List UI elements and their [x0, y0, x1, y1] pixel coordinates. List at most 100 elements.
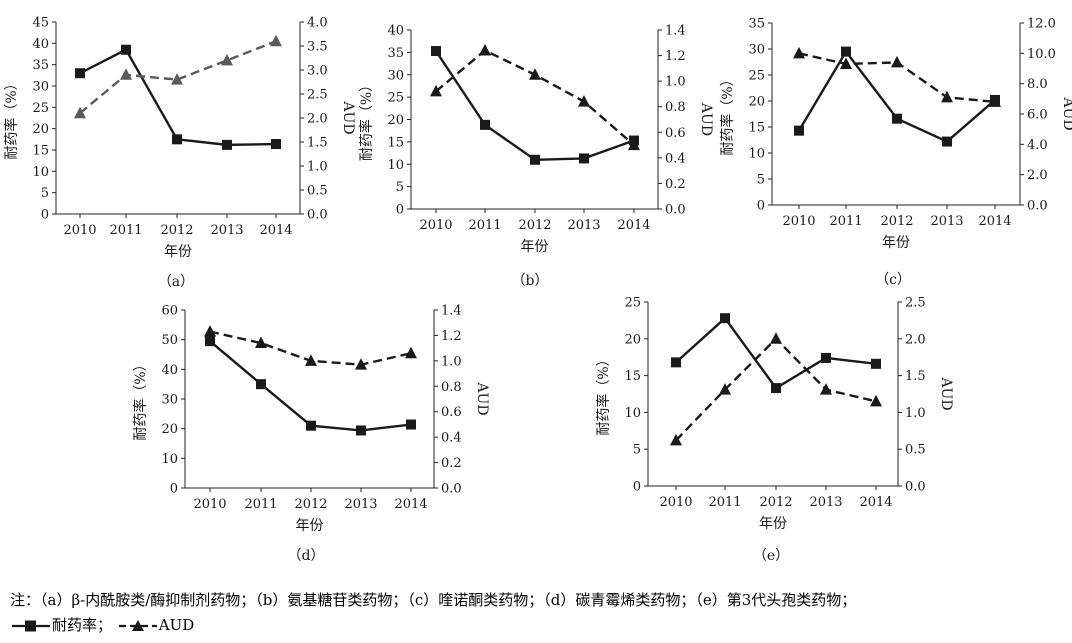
left-tick-label: 0: [633, 480, 641, 495]
x-tick-label: 2014: [259, 223, 292, 238]
right-tick-label: 0.0: [1027, 199, 1048, 214]
x-tick-label: 2014: [978, 214, 1011, 229]
x-axis-title: 年份: [882, 235, 910, 251]
x-tick-label: 2013: [210, 223, 243, 238]
figure-canvas: 0 5 10 15 20 25 30 35 40 45 0.0 0.5 1.0 1.5 2.0 2.5 3.0 3…: [3, 16, 1072, 565]
x-tick-label: 2011: [829, 214, 862, 229]
right-tick-label: 2.0: [1027, 168, 1048, 183]
aud-point: [74, 106, 86, 119]
resistance-point: [579, 153, 589, 164]
x-axis-title: 年份: [296, 518, 324, 534]
left-tick-label: 10: [161, 452, 178, 467]
right-tick-label: 1.5: [905, 369, 926, 384]
series-resistance-line: [79, 48, 277, 147]
left-tick-label: 15: [624, 369, 641, 384]
left-tick-label: 0: [170, 482, 178, 497]
resistance-point: [431, 46, 441, 57]
resistance-point: [720, 313, 730, 324]
note-item-a: （a）β-内酰胺类/酶抑制剂药物；: [40, 591, 256, 609]
aud-point: [578, 95, 590, 107]
left-tick-label: 5: [757, 173, 765, 188]
resistance-point: [942, 136, 952, 147]
x-tick-label: 2010: [63, 223, 96, 238]
panel-b: 0 5 10 15 20 25 30 35 40 0.0 0.2 0.4 0.6 0.8 1.0 1.2 1.4…: [358, 24, 714, 290]
left-tick-label: 10: [748, 147, 765, 162]
resistance-point: [256, 379, 266, 390]
right-axis-title: AUD: [1060, 96, 1072, 130]
right-axis-title: AUD: [698, 102, 714, 136]
series-resistance-line: [435, 50, 635, 161]
right-tick-label: 0.0: [665, 203, 686, 218]
note-line-1: 注：（a）β-内酰胺类/酶抑制剂药物；（b）氨基糖苷类药物；（c）喹诺酮类药物；…: [10, 588, 1065, 613]
right-axis-title: AUD: [474, 381, 490, 415]
left-tick-label: 15: [32, 144, 49, 159]
note-prefix: 注：: [10, 591, 41, 609]
right-tick-label: 0.8: [665, 100, 686, 115]
right-tick-label: 0.2: [441, 456, 462, 471]
aud-point: [628, 138, 640, 151]
aud-point: [204, 325, 216, 337]
left-tick-label: 45: [32, 16, 49, 31]
right-tick-label: 0.5: [905, 443, 926, 458]
left-tick-label: 5: [41, 186, 49, 201]
left-tick-label: 40: [161, 363, 178, 378]
left-tick-label: 25: [748, 69, 765, 84]
note-line-2: 耐药率； AUD: [10, 613, 1065, 638]
x-tick-label: 2011: [244, 497, 277, 512]
x-tick-label: 2012: [294, 497, 327, 512]
right-tick-label: 1.0: [665, 75, 686, 90]
aud-point: [355, 358, 367, 370]
aud-point: [770, 332, 782, 344]
left-tick-label: 30: [387, 68, 404, 83]
resistance-point: [821, 352, 831, 363]
right-tick-label: 0.4: [665, 151, 686, 166]
right-tick-label: 1.5: [307, 136, 328, 151]
x-tick-label: 2013: [567, 218, 600, 233]
resistance-point: [841, 46, 851, 57]
note-item-c: （c）喹诺酮类药物；: [407, 591, 544, 609]
right-tick-label: 0.6: [441, 405, 462, 420]
resistance-point: [892, 113, 902, 124]
figure-note: 注：（a）β-内酰胺类/酶抑制剂药物；（b）氨基糖苷类药物；（c）喹诺酮类药物；…: [10, 588, 1065, 638]
left-tick-label: 15: [387, 135, 404, 150]
left-tick-label: 20: [161, 422, 178, 437]
aud-point: [255, 336, 267, 349]
left-axis-title: 耐药率（%）: [719, 72, 736, 155]
aud-point: [793, 46, 805, 59]
panel-label: （c）: [875, 272, 911, 288]
right-tick-label: 1.4: [441, 304, 462, 319]
resistance-point: [172, 134, 182, 145]
series-resistance-line: [675, 316, 877, 390]
resistance-point: [480, 119, 490, 130]
left-axis-title: 耐药率（%）: [595, 352, 612, 435]
legend-resistance-label: 耐药率；: [52, 616, 113, 634]
right-tick-label: 4.0: [307, 16, 328, 31]
aud-point: [120, 68, 132, 80]
right-tick-label: 1.0: [905, 406, 926, 421]
left-tick-label: 0: [41, 208, 49, 223]
resistance-point: [271, 139, 281, 150]
panel-label: （b）: [512, 273, 549, 289]
right-tick-label: 0.0: [307, 208, 328, 223]
right-tick-label: 3.0: [307, 64, 328, 79]
left-axis-title: 耐药率（%）: [358, 78, 375, 161]
panel-a: 0 5 10 15 20 25 30 35 40 45 0.0 0.5 1.0 1.5 2.0 2.5 3.0 3…: [3, 16, 356, 291]
left-tick-label: 50: [161, 333, 178, 348]
resistance-point: [75, 68, 85, 79]
left-tick-label: 30: [32, 80, 49, 95]
left-tick-label: 25: [32, 101, 49, 116]
left-tick-label: 10: [387, 158, 404, 173]
aud-point: [171, 73, 183, 85]
legend-aud-label: AUD: [158, 616, 195, 634]
right-tick-label: 12.0: [1027, 17, 1056, 32]
x-tick-label: 2014: [394, 497, 427, 512]
legend-resistance-marker: [12, 620, 50, 632]
x-tick-label: 2011: [708, 495, 741, 510]
aud-point: [405, 346, 417, 359]
resistance-point: [671, 357, 681, 368]
resistance-point: [794, 125, 804, 136]
right-tick-label: 1.2: [441, 329, 462, 344]
left-tick-label: 20: [748, 95, 765, 110]
x-tick-label: 2012: [160, 223, 193, 238]
right-axis-title: AUD: [340, 100, 356, 134]
